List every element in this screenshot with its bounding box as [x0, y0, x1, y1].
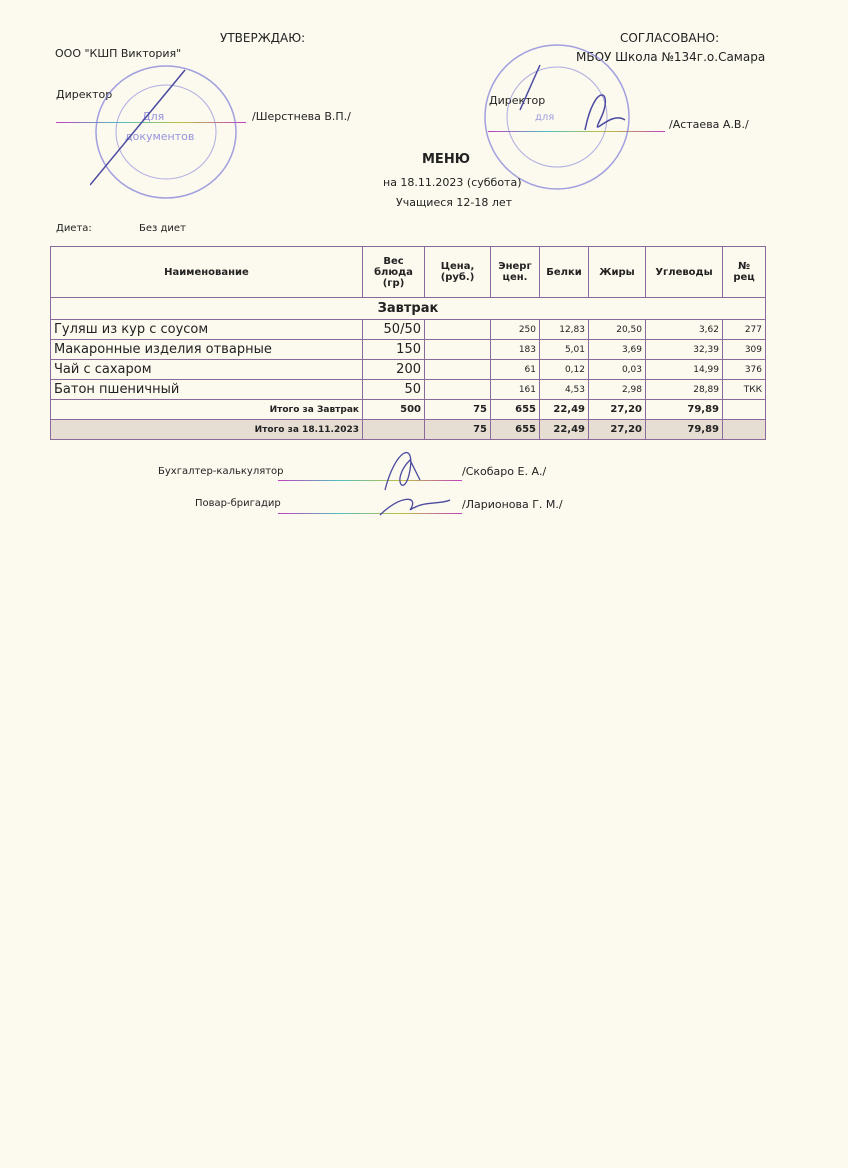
total-fat: 27,20 [588, 419, 646, 440]
dish-protein: 0,12 [539, 359, 589, 380]
stamp-left-text: Для [142, 110, 164, 123]
stamp-left: Для документов [90, 65, 237, 199]
dish-recipe: 376 [722, 359, 766, 380]
dish-weight: 50/50 [362, 319, 425, 340]
approve-name: /Шерстнева В.П./ [252, 110, 351, 123]
subtotal-label: Итого за Завтрак [50, 399, 363, 420]
approve-title: УТВЕРЖДАЮ: [220, 31, 306, 45]
table-row: Чай с сахаром 200 61 0,12 0,03 14,99 376 [50, 359, 766, 380]
dish-energy: 183 [490, 339, 540, 360]
dish-carbs: 14,99 [645, 359, 723, 380]
svg-text:документов: документов [125, 130, 194, 143]
table-row: Макаронные изделия отварные 150 183 5,01 3,6… [50, 339, 766, 360]
dish-name: Чай с сахаром [50, 359, 363, 380]
dish-protein: 5,01 [539, 339, 589, 360]
subtotal-recipe [722, 399, 766, 420]
agree-signature-line [488, 131, 665, 132]
accountant-role: Бухгалтер-калькулятор [158, 466, 284, 477]
dish-weight: 200 [362, 359, 425, 380]
total-protein: 22,49 [539, 419, 589, 440]
dish-carbs: 28,89 [645, 379, 723, 400]
section-title: Завтрак [50, 297, 766, 320]
diet-label: Диета: [56, 223, 92, 234]
dish-name: Батон пшеничный [50, 379, 363, 400]
stamp-right-text: для [535, 112, 554, 123]
dish-protein: 4,53 [539, 379, 589, 400]
dish-recipe: ТКК [722, 379, 766, 400]
stamp-right: для [484, 44, 630, 190]
total-carbs: 79,89 [645, 419, 723, 440]
menu-table: Наименование Вес блюда (гр) Цена, (руб.)… [50, 246, 766, 440]
chef-name: /Ларионова Г. М./ [462, 498, 563, 511]
dish-price [424, 319, 491, 340]
dish-name: Гуляш из кур с соусом [50, 319, 363, 340]
col-fat: Жиры [588, 246, 646, 298]
col-protein: Белки [539, 246, 589, 298]
signature-scribbles [379, 451, 451, 516]
subtotal-protein: 22,49 [539, 399, 589, 420]
approve-org: ООО "КШП Виктория" [55, 47, 182, 60]
dish-fat: 0,03 [588, 359, 646, 380]
col-recipe: № рец [722, 246, 766, 298]
dish-protein: 12,83 [539, 319, 589, 340]
dish-fat: 2,98 [588, 379, 646, 400]
col-price: Цена, (руб.) [424, 246, 491, 298]
page-title: МЕНЮ [422, 152, 470, 167]
dish-fat: 3,69 [588, 339, 646, 360]
dish-recipe: 309 [722, 339, 766, 360]
agree-org: МБОУ Школа №134г.о.Самара [576, 50, 766, 64]
subtotal-fat: 27,20 [588, 399, 646, 420]
accountant-name: /Скобаро Е. А./ [462, 465, 547, 478]
accountant-signature-line [278, 480, 462, 481]
menu-group: Учащиеся 12-18 лет [396, 196, 513, 209]
diet-value: Без диет [139, 223, 186, 234]
dish-energy: 250 [490, 319, 540, 340]
chef-signature-line [278, 513, 462, 514]
approve-signature-line [56, 122, 246, 123]
agree-role: Директор [489, 94, 546, 107]
subtotal-price: 75 [424, 399, 491, 420]
subtotal-energy: 655 [490, 399, 540, 420]
dish-recipe: 277 [722, 319, 766, 340]
table-row: Гуляш из кур с соусом 50/50 250 12,83 20,50 3… [50, 319, 766, 340]
chef-role: Повар-бригадир [195, 498, 281, 509]
dish-price [424, 359, 491, 380]
dish-energy: 61 [490, 359, 540, 380]
table-header: Наименование Вес блюда (гр) Цена, (руб.)… [50, 246, 766, 298]
col-carbs: Углеводы [645, 246, 723, 298]
dish-weight: 50 [362, 379, 425, 400]
dish-carbs: 32,39 [645, 339, 723, 360]
agree-title: СОГЛАСОВАНО: [620, 31, 720, 45]
total-recipe [722, 419, 766, 440]
dish-energy: 161 [490, 379, 540, 400]
menu-date: на 18.11.2023 (суббота) [383, 176, 522, 189]
total-label: Итого за 18.11.2023 [50, 419, 363, 440]
col-weight: Вес блюда (гр) [362, 246, 425, 298]
total-weight [362, 419, 425, 440]
approve-role: Директор [56, 88, 113, 101]
table-row: Батон пшеничный 50 161 4,53 2,98 28,89 ТКК [50, 379, 766, 400]
dish-weight: 150 [362, 339, 425, 360]
dish-price [424, 339, 491, 360]
col-name: Наименование [50, 246, 363, 298]
total-row: Итого за 18.11.2023 75 655 22,49 27,20 79,89 [50, 419, 766, 440]
subtotal-row: Итого за Завтрак 500 75 655 22,49 27,20 79,89 [50, 399, 766, 420]
subtotal-carbs: 79,89 [645, 399, 723, 420]
col-energy: Энерг цен. [490, 246, 540, 298]
agree-name: /Астаева А.В./ [669, 118, 749, 131]
subtotal-weight: 500 [362, 399, 425, 420]
total-energy: 655 [490, 419, 540, 440]
total-price: 75 [424, 419, 491, 440]
dish-carbs: 3,62 [645, 319, 723, 340]
dish-name: Макаронные изделия отварные [50, 339, 363, 360]
dish-price [424, 379, 491, 400]
dish-fat: 20,50 [588, 319, 646, 340]
